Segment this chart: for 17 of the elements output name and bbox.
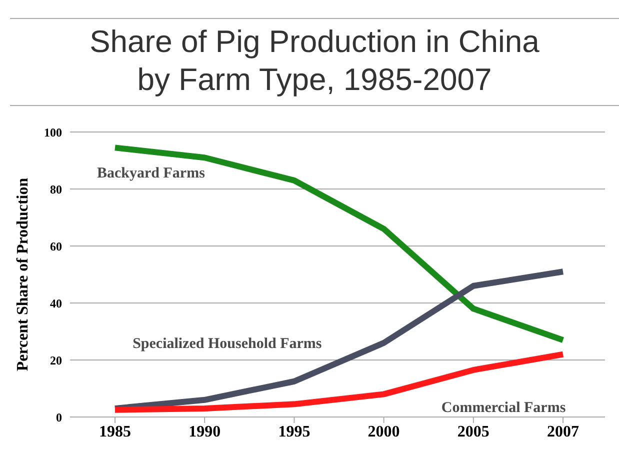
x-tick-label: 2000 — [368, 423, 400, 440]
y-axis-title: Percent Share of Production — [14, 178, 32, 372]
x-tick-label: 2007 — [547, 423, 579, 440]
y-tick-label: 60 — [50, 239, 62, 254]
x-tick-label: 1985 — [99, 423, 131, 440]
x-tick-label: 2005 — [457, 423, 490, 440]
series-label: Specialized Household Farms — [132, 336, 322, 352]
y-tick-label: 0 — [56, 410, 62, 424]
x-tick-label: 1990 — [188, 423, 221, 440]
x-tick-label: 1995 — [278, 423, 310, 440]
y-tick-label: 80 — [50, 182, 62, 196]
series-label: Commercial Farms — [441, 400, 566, 416]
chart-title: Share of Pig Production in China by Farm Type, 1985-2007 — [88, 23, 540, 99]
y-tick-label: 20 — [50, 353, 62, 368]
y-tick-label: 40 — [50, 296, 62, 310]
y-tick-label: 100 — [44, 125, 62, 140]
series-label: Backyard Farms — [97, 166, 206, 182]
